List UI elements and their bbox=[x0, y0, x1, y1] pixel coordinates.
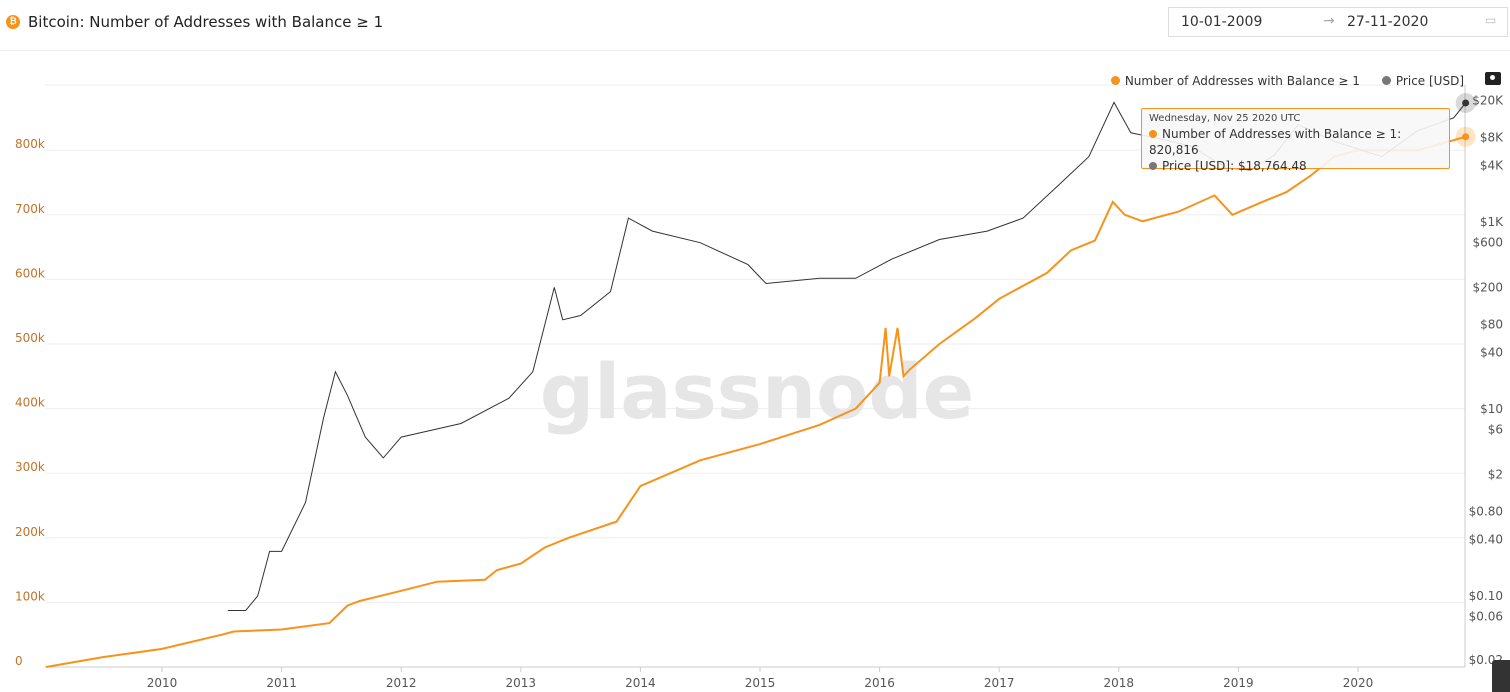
x-tick-label: 2011 bbox=[266, 676, 297, 690]
y-right-tick-label: $4K bbox=[1480, 159, 1504, 173]
y-right-tick-label: $600 bbox=[1472, 236, 1503, 250]
y-right-tick-label: $0.80 bbox=[1469, 505, 1503, 519]
y-right-tick-label: $10 bbox=[1480, 402, 1503, 416]
legend: Number of Addresses with Balance ≥ 1 Pri… bbox=[1110, 74, 1464, 88]
x-tick-label: 2019 bbox=[1223, 676, 1254, 690]
addresses-line bbox=[45, 135, 1466, 668]
tooltip: Wednesday, Nov 25 2020 UTC Number of Add… bbox=[1141, 108, 1450, 173]
price-line bbox=[227, 101, 1466, 611]
legend-label: Price [USD] bbox=[1395, 74, 1464, 88]
x-tick-label: 2020 bbox=[1343, 676, 1374, 690]
legend-item-addresses[interactable]: Number of Addresses with Balance ≥ 1 bbox=[1110, 74, 1360, 88]
addresses-dot-icon bbox=[1149, 130, 1157, 138]
x-tick-label: 2015 bbox=[745, 676, 776, 690]
scroll-handle[interactable] bbox=[1492, 660, 1510, 692]
y-right-tick-label: $200 bbox=[1472, 280, 1503, 294]
y-right-tick-label: $0.10 bbox=[1469, 589, 1503, 603]
y-right-tick-label: $8K bbox=[1480, 131, 1504, 145]
arrow-icon: → bbox=[1323, 13, 1335, 29]
y-left-tick-label: 300k bbox=[15, 460, 45, 474]
date-to-input[interactable]: 27-11-2020 bbox=[1347, 14, 1429, 30]
x-tick-label: 2013 bbox=[506, 676, 537, 690]
camera-icon[interactable] bbox=[1485, 72, 1501, 85]
calendar-icon[interactable]: ▭ bbox=[1485, 13, 1497, 27]
watermark-logo: glassnode bbox=[540, 347, 974, 436]
header: ₿ Bitcoin: Number of Addresses with Bala… bbox=[0, 0, 1510, 51]
y-left-tick-label: 800k bbox=[15, 137, 45, 151]
y-left-tick-label: 500k bbox=[15, 331, 45, 345]
y-right-tick-label: $0.06 bbox=[1469, 610, 1503, 624]
y-right-tick-label: $6 bbox=[1488, 423, 1503, 437]
y-left-tick-label: 0 bbox=[15, 654, 23, 668]
legend-label: Number of Addresses with Balance ≥ 1 bbox=[1124, 74, 1360, 88]
y-right-tick-label: $1K bbox=[1480, 215, 1504, 229]
page-title: Bitcoin: Number of Addresses with Balanc… bbox=[28, 13, 384, 31]
x-tick-label: 2016 bbox=[864, 676, 895, 690]
tooltip-date: Wednesday, Nov 25 2020 UTC bbox=[1149, 113, 1301, 124]
tooltip-addresses-label: Number of Addresses with Balance ≥ 1 bbox=[1162, 127, 1398, 141]
x-tick-label: 2017 bbox=[984, 676, 1015, 690]
y-right-tick-label: $0.40 bbox=[1469, 533, 1503, 547]
x-tick-label: 2018 bbox=[1104, 676, 1135, 690]
y-right-tick-label: $20K bbox=[1472, 93, 1504, 107]
x-tick-label: 2010 bbox=[147, 676, 178, 690]
x-tick-label: 2012 bbox=[386, 676, 417, 690]
tooltip-price-value: $18,764.48 bbox=[1237, 159, 1307, 173]
y-right-tick-label: $40 bbox=[1480, 346, 1503, 360]
legend-item-price[interactable]: Price [USD] bbox=[1381, 74, 1464, 88]
date-range-picker[interactable]: 10-01-2009 → 27-11-2020 ▭ bbox=[1168, 7, 1508, 37]
y-left-tick-label: 100k bbox=[15, 589, 45, 603]
y-left-tick-label: 200k bbox=[15, 525, 45, 539]
date-from-input[interactable]: 10-01-2009 bbox=[1181, 14, 1263, 30]
price-marker bbox=[1462, 99, 1470, 107]
y-left-tick-label: 600k bbox=[15, 266, 45, 280]
bitcoin-icon: ₿ bbox=[6, 15, 20, 29]
tooltip-price-label: Price [USD] bbox=[1162, 159, 1231, 173]
y-left-tick-label: 400k bbox=[15, 396, 45, 410]
y-right-tick-label: $2 bbox=[1488, 467, 1503, 481]
tooltip-addresses-value: 820,816 bbox=[1149, 143, 1199, 157]
price-dot-icon bbox=[1149, 162, 1157, 170]
x-tick-label: 2014 bbox=[625, 676, 656, 690]
y-right-tick-label: $80 bbox=[1480, 318, 1503, 332]
y-left-tick-label: 700k bbox=[15, 202, 45, 216]
addresses-marker bbox=[1462, 133, 1470, 141]
